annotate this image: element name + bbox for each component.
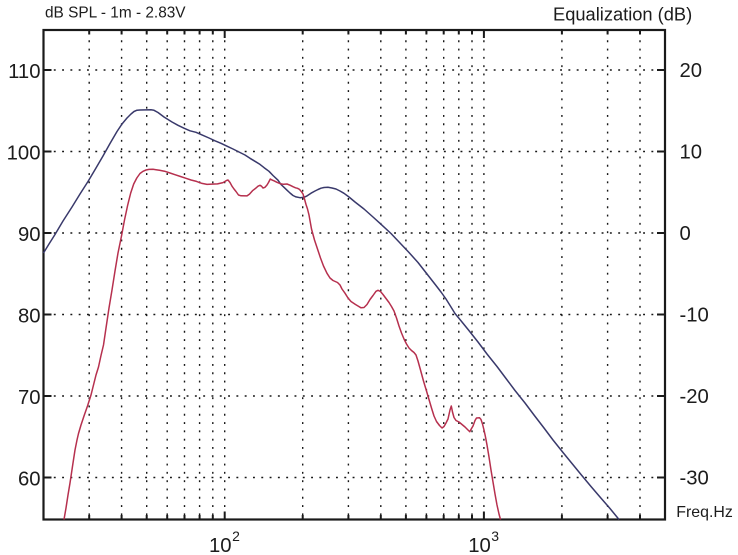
svg-text:Freq.Hz: Freq.Hz: [676, 504, 733, 521]
svg-text:2: 2: [232, 528, 240, 544]
svg-text:0: 0: [680, 223, 691, 245]
svg-text:90: 90: [18, 224, 41, 246]
svg-text:10: 10: [209, 535, 232, 555]
svg-text:10: 10: [680, 141, 703, 163]
svg-text:10: 10: [468, 535, 491, 555]
svg-text:110: 110: [8, 61, 40, 83]
svg-text:dB SPL - 1m - 2.83V: dB SPL - 1m - 2.83V: [45, 5, 186, 22]
svg-text:-20: -20: [680, 386, 709, 408]
svg-text:-30: -30: [680, 467, 709, 489]
svg-text:70: 70: [18, 387, 41, 409]
svg-text:20: 20: [680, 60, 703, 82]
svg-text:3: 3: [491, 528, 499, 544]
svg-text:60: 60: [18, 468, 41, 490]
svg-text:Equalization (dB): Equalization (dB): [553, 4, 692, 25]
svg-text:80: 80: [18, 305, 41, 327]
svg-text:-10: -10: [680, 304, 709, 326]
svg-text:100: 100: [7, 142, 41, 164]
